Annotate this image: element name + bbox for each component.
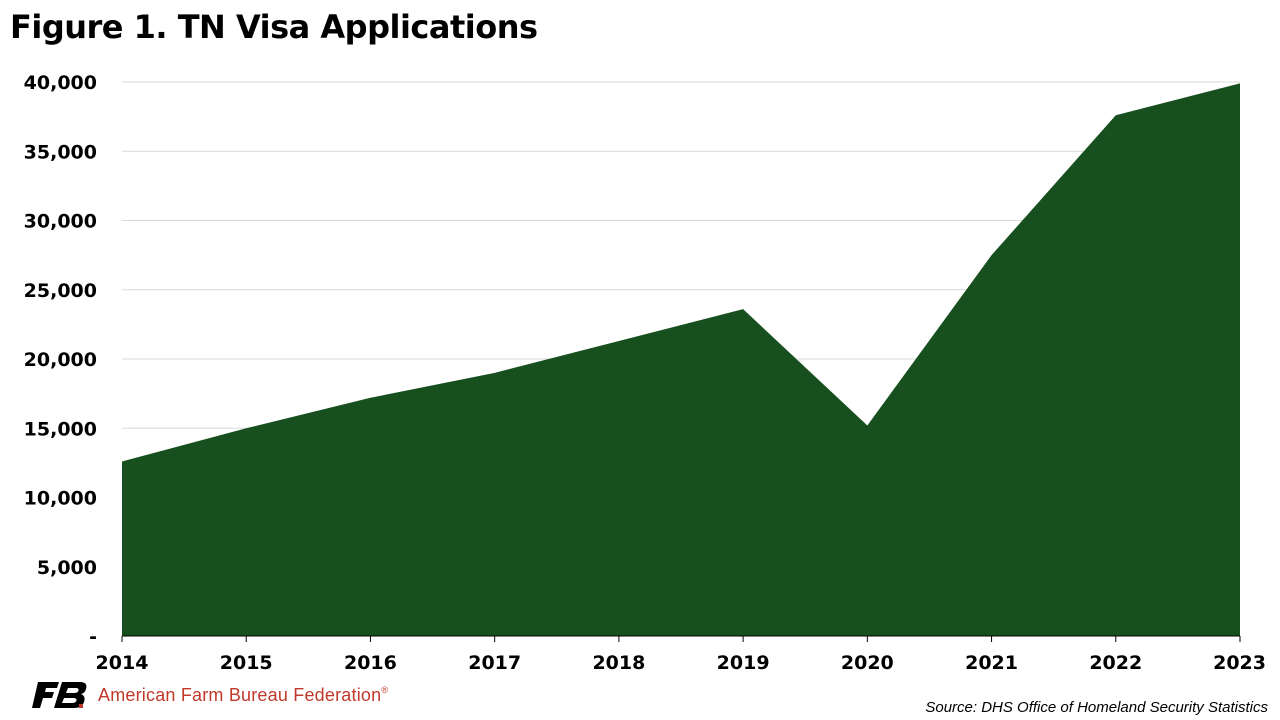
y-tick-label: 35,000 [24, 141, 97, 163]
y-tick-label: 40,000 [24, 72, 97, 94]
y-tick-label: - [89, 626, 97, 648]
y-tick-label: 5,000 [37, 557, 97, 579]
x-tick-label: 2016 [344, 652, 397, 674]
x-axis-tick-labels: 2014 2015 2016 2017 2018 2019 2020 2021 2022 2023 [96, 652, 1266, 674]
afbf-logo-text: American Farm Bureau Federation® [98, 685, 388, 706]
registered-mark: ® [381, 684, 389, 695]
y-tick-label: 25,000 [24, 280, 97, 302]
x-tick-label: 2017 [468, 652, 521, 674]
afbf-logo: American Farm Bureau Federation® [32, 680, 388, 710]
y-tick-label: 20,000 [24, 349, 97, 371]
chart-title: Figure 1. TN Visa Applications [10, 8, 538, 46]
area-fill [122, 83, 1240, 636]
x-tick-label: 2021 [965, 652, 1018, 674]
source-note: Source: DHS Office of Homeland Security … [925, 699, 1268, 716]
x-tick-label: 2023 [1213, 652, 1266, 674]
x-tick-label: 2015 [220, 652, 273, 674]
y-tick-label: 15,000 [24, 418, 97, 440]
x-tick-label: 2014 [96, 652, 149, 674]
area-series [122, 83, 1240, 636]
logo-text-label: American Farm Bureau Federation [98, 684, 382, 705]
x-tick-label: 2019 [717, 652, 770, 674]
x-tick-label: 2022 [1089, 652, 1142, 674]
y-tick-label: 10,000 [24, 488, 97, 510]
x-tick-label: 2020 [841, 652, 894, 674]
afbf-logo-icon [32, 682, 87, 708]
x-axis [121, 635, 1241, 642]
x-tick-label: 2018 [592, 652, 645, 674]
y-tick-label: 30,000 [24, 211, 97, 233]
y-axis-tick-labels: - 5,000 10,000 15,000 20,000 25,000 30,000 35,0… [24, 72, 97, 648]
